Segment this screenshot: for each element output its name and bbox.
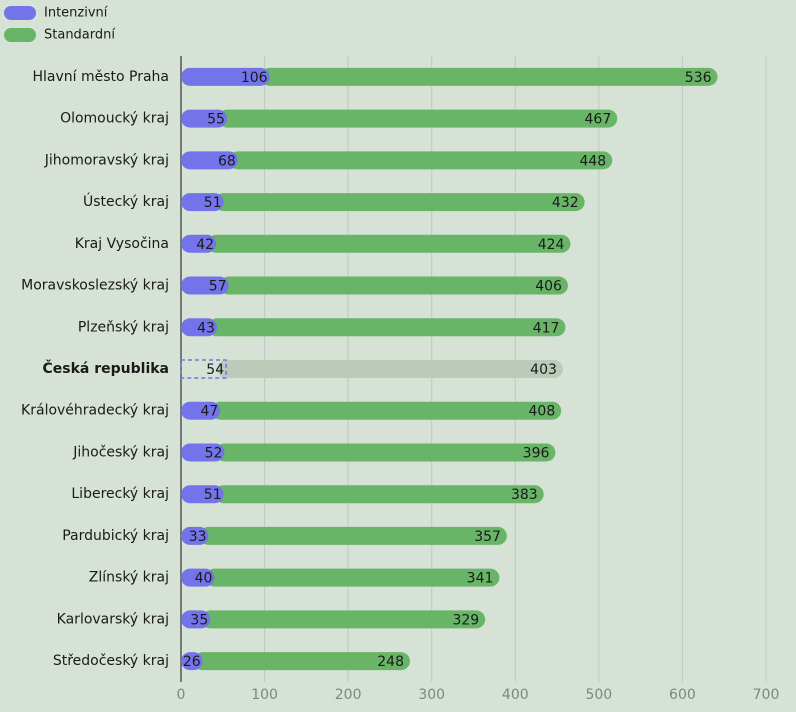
value-label: 406: [535, 279, 562, 295]
value-label: 329: [452, 612, 479, 628]
value-label: 33: [189, 529, 207, 545]
y-tick-label: Moravskoslezský kraj: [21, 278, 169, 294]
bar-segment: [214, 485, 544, 504]
bar-segment: [211, 401, 562, 420]
legend-swatch: [4, 6, 36, 20]
value-label: 396: [523, 445, 550, 461]
bar-segment: [181, 67, 270, 86]
y-tick-label: Středočeský kraj: [53, 653, 169, 669]
x-tick-label: 0: [177, 687, 186, 703]
legend-label: Standardní: [44, 28, 115, 43]
bar-segment: [181, 652, 203, 671]
value-label: 51: [204, 487, 222, 503]
y-tick-label: Plzeňský kraj: [78, 319, 169, 335]
bar-segment: [201, 610, 486, 629]
x-tick-label: 300: [418, 687, 445, 703]
y-tick-label: Královéhradecký kraj: [21, 403, 169, 419]
bar-segment: [181, 109, 227, 128]
y-tick-label: Jihočeský kraj: [72, 444, 169, 460]
bar-segment: [207, 234, 571, 253]
value-label: 341: [467, 571, 494, 587]
value-label: 43: [197, 320, 215, 336]
y-tick-label: Karlovarský kraj: [57, 611, 169, 627]
y-tick-label: Česká republika: [43, 359, 170, 377]
bar-segment: [181, 151, 238, 170]
y-tick-label: Liberecký kraj: [71, 486, 169, 502]
value-label: 51: [204, 195, 222, 211]
value-label: 357: [474, 529, 501, 545]
value-label: 57: [209, 279, 227, 295]
bar-segment: [181, 568, 215, 587]
value-label: 40: [195, 571, 213, 587]
bar-segment: [217, 109, 618, 128]
bar-segment: [181, 276, 229, 295]
y-tick-label: Olomoucký kraj: [60, 111, 169, 127]
bar-segment: [180, 359, 227, 379]
value-label: 47: [200, 404, 218, 420]
value-label: 35: [190, 612, 208, 628]
legend-label: Intenzivní: [44, 6, 108, 21]
value-label: 408: [529, 404, 556, 420]
x-tick-label: 600: [669, 687, 696, 703]
value-label: 448: [579, 153, 606, 169]
bar-segment: [181, 526, 209, 545]
bar-segment: [214, 193, 585, 212]
bar-segment: [219, 276, 568, 295]
bar-segment: [228, 151, 613, 170]
bar-segment: [181, 610, 211, 629]
value-label: 417: [533, 320, 560, 336]
value-label: 52: [205, 445, 223, 461]
value-label: 403: [530, 362, 557, 378]
bar-segment: [199, 526, 507, 545]
x-tick-label: 100: [251, 687, 278, 703]
value-label: 432: [552, 195, 579, 211]
value-label: 26: [183, 654, 201, 670]
value-label: 42: [196, 237, 214, 253]
value-label: 248: [377, 654, 404, 670]
value-label: 536: [685, 70, 712, 86]
value-label: 467: [585, 112, 612, 128]
value-label: 424: [538, 237, 565, 253]
bar-segment: [181, 401, 221, 420]
y-tick-label: Jihomoravský kraj: [44, 152, 169, 168]
bar-segment: [181, 443, 225, 462]
x-tick-label: 400: [502, 687, 529, 703]
bar-segment: [215, 443, 556, 462]
x-tick-label: 700: [753, 687, 780, 703]
bar-segment: [181, 485, 224, 504]
bar-segment: [207, 318, 566, 337]
x-tick-label: 500: [585, 687, 612, 703]
value-label: 383: [511, 487, 538, 503]
value-label: 68: [218, 153, 236, 169]
y-tick-label: Kraj Vysočina: [75, 236, 169, 252]
x-tick-label: 200: [335, 687, 362, 703]
y-tick-label: Zlínský kraj: [89, 570, 169, 586]
bar-segment: [181, 318, 217, 337]
y-tick-label: Pardubický kraj: [62, 528, 169, 544]
bar-segment: [181, 234, 217, 253]
bar-segment: [181, 193, 224, 212]
value-label: 106: [241, 70, 268, 86]
y-tick-label: Ústecký kraj: [83, 192, 169, 210]
legend-swatch: [4, 28, 36, 42]
bar-segment: [193, 652, 410, 671]
y-tick-label: Hlavní město Praha: [32, 69, 169, 85]
bar-segment: [205, 568, 500, 587]
bar-segment: [217, 360, 563, 378]
bar-segment: [260, 67, 718, 86]
value-label: 54: [206, 362, 224, 378]
value-label: 55: [207, 112, 225, 128]
